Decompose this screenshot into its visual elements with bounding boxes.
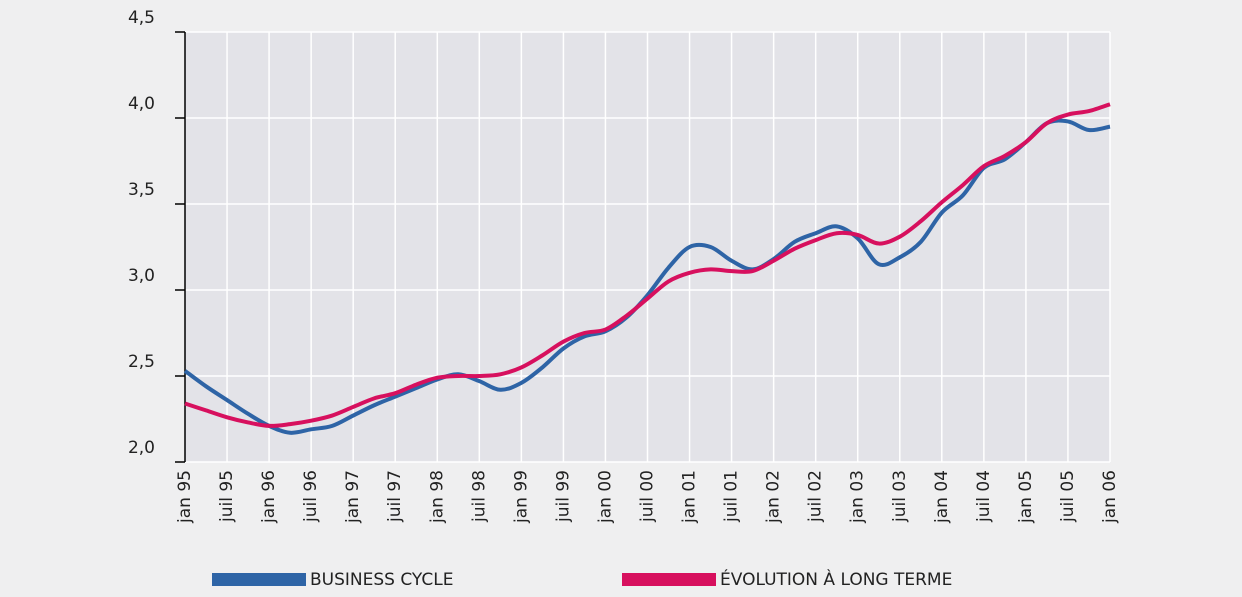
x-tick-label: jan 01 bbox=[680, 470, 700, 524]
x-tick-label: jan 96 bbox=[259, 470, 279, 524]
x-tick-label: jan 05 bbox=[1016, 470, 1036, 524]
y-tick-label: 4,0 bbox=[128, 94, 155, 114]
x-tick-label: juil 05 bbox=[1058, 470, 1078, 523]
line bbox=[183, 118, 1111, 435]
x-tick-label: juil 01 bbox=[722, 470, 742, 523]
x-tick-label: juil 97 bbox=[385, 470, 405, 523]
x-tick-label: jan 95 bbox=[175, 470, 195, 524]
x-tick-label: juil 03 bbox=[890, 470, 910, 523]
y-tick-label: 3,0 bbox=[128, 266, 155, 286]
x-tick-label: jan 06 bbox=[1100, 470, 1120, 524]
y-tick-label: 2,5 bbox=[128, 352, 155, 372]
legend-swatch bbox=[622, 573, 716, 586]
x-tick-label: jan 98 bbox=[427, 470, 447, 524]
x-tick-label: jan 00 bbox=[595, 470, 615, 524]
y-tick-label: 4,5 bbox=[128, 8, 155, 28]
y-tick-label: 3,5 bbox=[128, 180, 155, 200]
legend-label: ÉVOLUTION À LONG TERME bbox=[720, 568, 952, 590]
legend-label: BUSINESS CYCLE bbox=[310, 570, 453, 590]
x-tick-label: juil 99 bbox=[553, 470, 573, 523]
line bbox=[184, 102, 1111, 428]
x-tick-label: jan 03 bbox=[848, 470, 868, 524]
x-tick-label: jan 04 bbox=[932, 470, 952, 524]
x-tick-label: jan 02 bbox=[764, 470, 784, 524]
x-tick-label: juil 96 bbox=[301, 470, 321, 523]
x-tick-label: juil 04 bbox=[974, 470, 994, 523]
x-tick-label: juil 95 bbox=[217, 470, 237, 523]
x-tick-label: juil 98 bbox=[469, 470, 489, 523]
x-tick-label: jan 99 bbox=[511, 470, 531, 524]
y-tick-label: 2,0 bbox=[128, 438, 155, 458]
x-tick-label: juil 00 bbox=[638, 470, 658, 523]
legend-swatch bbox=[212, 573, 306, 586]
x-tick-label: jan 97 bbox=[343, 470, 363, 524]
x-tick-label: juil 02 bbox=[806, 470, 826, 523]
